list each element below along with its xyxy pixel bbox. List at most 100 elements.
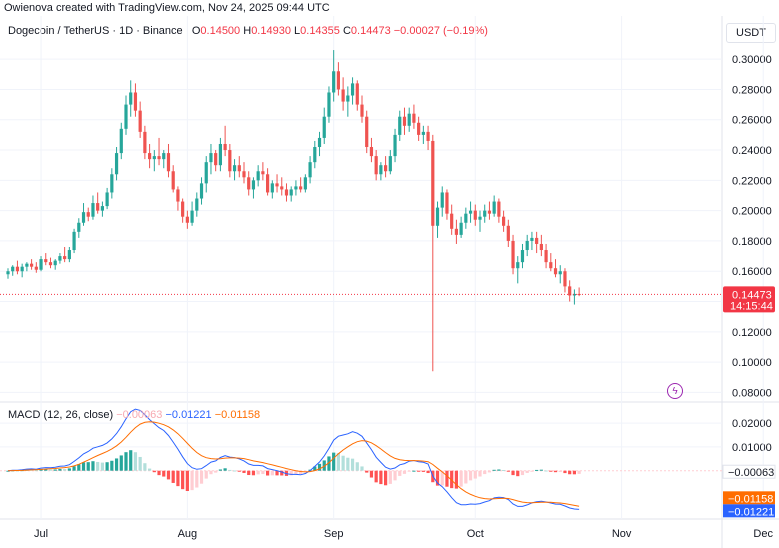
- macd-histogram-bar: [185, 470, 189, 492]
- candle-body: [152, 156, 156, 160]
- macd-histogram-bar: [577, 470, 581, 474]
- candle-body: [384, 165, 388, 172]
- high-value: 0.14930: [251, 25, 291, 37]
- candle-body: [223, 143, 227, 151]
- candle-body: [317, 137, 322, 148]
- candle-body: [20, 266, 24, 272]
- candle-body: [516, 262, 520, 269]
- macd-histogram-bar: [129, 450, 133, 471]
- price-tick-label: 0.22000: [732, 175, 772, 187]
- macd-histogram-bar: [228, 469, 232, 471]
- candle-body: [86, 212, 90, 217]
- candle-body: [143, 131, 147, 154]
- candle-body: [228, 150, 232, 172]
- macd-histogram-bar: [63, 469, 67, 471]
- candle-body: [232, 165, 237, 172]
- candle-body: [190, 210, 194, 223]
- candle-body: [563, 271, 567, 287]
- candle-body: [162, 153, 166, 160]
- candle-body: [525, 240, 529, 251]
- macd-line-tag-value: −0.01221: [728, 506, 774, 518]
- macd-histogram-bar: [393, 470, 397, 481]
- candle-body: [199, 183, 204, 199]
- candle-body: [251, 180, 256, 190]
- macd-histogram-bar: [360, 466, 364, 471]
- macd-histogram-bar: [563, 470, 567, 474]
- macd-histogram-bar: [402, 470, 407, 474]
- price-tick-label: 0.12000: [732, 327, 772, 339]
- macd-line-value: −0.01221: [165, 409, 212, 421]
- macd-histogram-bar: [251, 470, 256, 476]
- price-tick-label: 0.24000: [732, 145, 772, 157]
- candle-body: [100, 206, 104, 211]
- macd-histogram-bar: [223, 468, 227, 471]
- candle-body: [402, 116, 407, 126]
- candle-body: [369, 147, 374, 157]
- candle-body: [247, 177, 251, 190]
- macd-histogram-bar: [313, 466, 317, 471]
- macd-histogram-bar: [426, 470, 430, 474]
- candle-body: [435, 207, 440, 226]
- candle-body: [294, 186, 298, 190]
- macd-histogram-bar: [96, 461, 100, 471]
- macd-tick-label: 0.01000: [732, 442, 772, 454]
- candle-body: [53, 260, 57, 266]
- macd-histogram-bar: [261, 470, 265, 475]
- candle-body: [535, 237, 539, 244]
- macd-histogram-bar: [530, 470, 534, 472]
- macd-histogram-bar: [421, 470, 425, 472]
- candle-body: [96, 203, 100, 211]
- macd-histogram-bar: [119, 455, 123, 471]
- macd-histogram-bar: [497, 469, 501, 471]
- candle-body: [114, 153, 119, 175]
- macd-histogram-bar: [336, 453, 340, 471]
- time-tick-label: Nov: [612, 528, 632, 540]
- macd-histogram-bar: [549, 470, 553, 472]
- candle-body: [308, 162, 312, 178]
- macd-histogram-bar: [256, 470, 260, 475]
- macd-histogram-bar: [516, 470, 520, 477]
- macd-histogram-bar: [511, 470, 515, 476]
- macd-histogram-bar: [525, 470, 529, 473]
- price-tick-label: 0.10000: [732, 357, 772, 369]
- macd-histogram-bar: [468, 470, 473, 481]
- macd-histogram-bar: [48, 469, 53, 471]
- macd-histogram-bar: [350, 458, 355, 471]
- macd-histogram-bar: [384, 470, 388, 486]
- price-tick-label: 0.16000: [732, 266, 772, 278]
- macd-histogram-bar: [190, 470, 194, 491]
- candle-body: [568, 286, 572, 296]
- macd-histogram-bar: [100, 462, 104, 471]
- candle-body: [483, 210, 487, 217]
- candle-body: [393, 134, 397, 157]
- macd-histogram-bar: [506, 470, 510, 472]
- candle-body: [237, 165, 241, 172]
- low-value: 0.14355: [300, 25, 340, 37]
- macd-histogram-bar: [553, 470, 558, 473]
- candle-body: [511, 240, 515, 269]
- macd-histogram-bar: [77, 464, 81, 471]
- candle-body: [166, 153, 171, 172]
- candle-body: [91, 203, 95, 217]
- candle-body: [299, 186, 303, 190]
- candle-body: [138, 110, 142, 132]
- candle-body: [431, 140, 435, 226]
- candle-body: [30, 263, 34, 267]
- candle-body: [440, 192, 444, 208]
- candle-body: [15, 266, 20, 272]
- flash-icon[interactable]: ϟ: [667, 383, 683, 399]
- macd-histogram-bar: [407, 470, 411, 472]
- macd-histogram-bar: [209, 470, 213, 475]
- macd-histogram-bar: [369, 470, 374, 478]
- candle-body: [181, 201, 185, 217]
- last-price-countdown: 14:15:44: [730, 300, 773, 312]
- candle-body: [355, 83, 359, 105]
- candle-body: [506, 225, 510, 241]
- candle-body: [544, 250, 548, 263]
- macd-histogram-bar: [317, 463, 322, 471]
- candle-body: [284, 189, 289, 196]
- macd-histogram-bar: [478, 470, 482, 477]
- price-tick-label: 0.20000: [732, 206, 772, 218]
- candle-body: [572, 293, 576, 296]
